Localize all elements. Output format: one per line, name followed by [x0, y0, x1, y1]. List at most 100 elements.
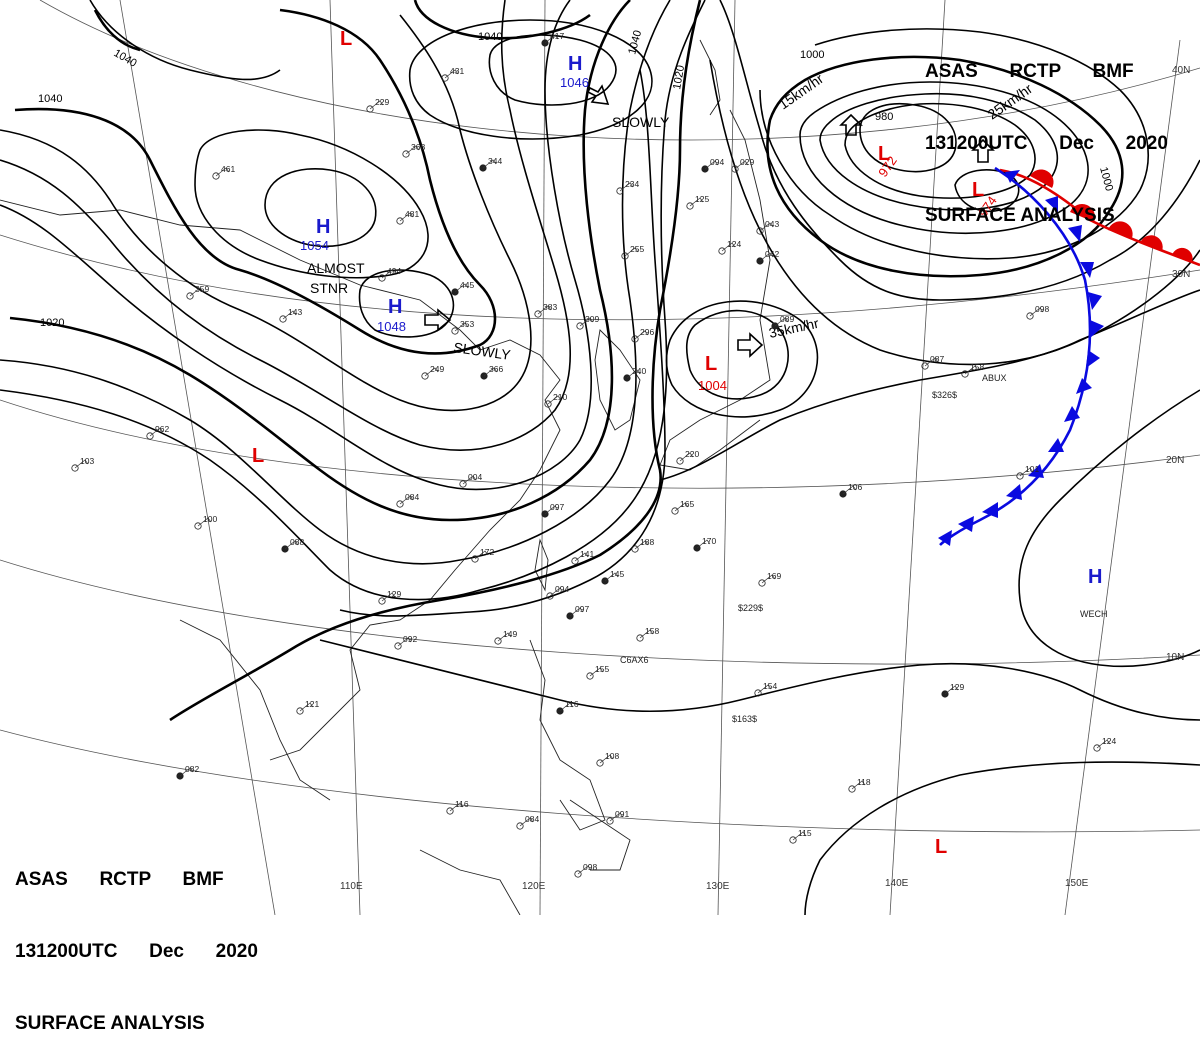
- station-wind-barb: [474, 550, 489, 560]
- station-wind-barb: [1019, 467, 1034, 477]
- station-marker: [848, 785, 856, 793]
- coast-taiwan: [534, 538, 549, 592]
- station-pressure: 249: [430, 364, 444, 374]
- station-pressure: 353: [460, 319, 474, 329]
- warm-front-lobe: [1172, 247, 1193, 262]
- lat-label: 20N: [1166, 455, 1184, 466]
- meridian-130e: [717, 0, 736, 915]
- footer-line-1: ASAS RCTP BMF: [15, 869, 224, 890]
- station-pressure: 088: [290, 537, 304, 547]
- station-wind-barb: [399, 495, 414, 505]
- station-pressure: 101: [1025, 464, 1039, 474]
- station-pressure: 116: [565, 699, 579, 709]
- weather-map: 110E 120E 130E 140E 150E 40N 30N 20N 10N…: [0, 0, 1200, 915]
- ship-id: WECH: [1080, 609, 1108, 619]
- cold-front-barb: [958, 516, 974, 532]
- station-marker: [402, 150, 410, 158]
- station-wind-barb: [454, 283, 469, 293]
- station-pressure: 094: [555, 584, 569, 594]
- isobar-japan-1: [339, 69, 666, 617]
- station-wind-barb: [604, 572, 619, 582]
- station-pressure: 084: [405, 492, 419, 502]
- warm-front: [999, 168, 1200, 267]
- low-center-symbol: L: [935, 836, 947, 858]
- station-wind-barb: [964, 365, 979, 375]
- station-marker: [421, 372, 429, 380]
- station-wind-barb: [569, 607, 584, 617]
- station-pressure: 431: [450, 66, 464, 76]
- ship-id: $326$: [932, 390, 957, 400]
- station-wind-barb: [559, 702, 574, 712]
- station-marker: [921, 362, 929, 370]
- station-marker: [212, 172, 220, 180]
- station-wind-barb: [609, 812, 624, 822]
- warm-front-lobe: [1030, 169, 1054, 188]
- ship-ids: ABUX C6AX6 WECH $326$ $229$ $163$: [620, 373, 1108, 724]
- station-marker: [631, 545, 639, 553]
- station-pressure: 296: [640, 327, 654, 337]
- station-marker: [366, 105, 374, 113]
- station-pressure: 154: [763, 681, 777, 691]
- station-pressure: 229: [375, 97, 389, 107]
- station-marker: [71, 464, 79, 472]
- high-center-symbol: H: [316, 216, 330, 238]
- cold-front-barb: [1048, 438, 1064, 452]
- station-wind-barb: [299, 702, 314, 712]
- isobar-980-2: [819, 92, 1059, 211]
- station-wind-barb: [679, 452, 694, 462]
- header-line-2: 131200UTC Dec 2020: [925, 133, 1168, 154]
- cold-front-barb: [1064, 406, 1080, 422]
- lat-label: 10N: [1166, 652, 1184, 663]
- station-pressure: 092: [403, 634, 417, 644]
- isobar-980-1: [799, 81, 1089, 234]
- station-wind-barb: [851, 780, 866, 790]
- station-pressure: 210: [553, 392, 567, 402]
- station-wind-barb: [369, 100, 384, 110]
- warm-front-lobe: [1070, 204, 1095, 222]
- station-marker: [758, 579, 766, 587]
- station-pressure: 098: [1035, 304, 1049, 314]
- lon-label: 130E: [706, 881, 730, 892]
- station-pressure: 255: [630, 244, 644, 254]
- coast-mindanao: [569, 799, 631, 871]
- footer-line-3: SURFACE ANALYSIS: [15, 1013, 205, 1034]
- isobar-980-4: [859, 103, 957, 173]
- cold-front-barb: [1086, 350, 1100, 368]
- station-marker: [621, 252, 629, 260]
- station-pressure: 125: [695, 194, 709, 204]
- station-wind-barb: [626, 369, 641, 379]
- station-wind-barb: [619, 182, 634, 192]
- isobar-east-2: [709, 59, 1200, 366]
- station-pressure: 084: [525, 814, 539, 824]
- low-center-symbol: L: [252, 445, 264, 467]
- station-marker: [754, 689, 762, 697]
- isobar-west-2: [0, 0, 571, 451]
- station-wind-barb: [397, 637, 412, 647]
- station-wind-barb: [761, 574, 776, 584]
- header-block: ASAS RCTP BMF 131200UTC Dec 2020 SURFACE…: [925, 12, 1168, 252]
- isobar-1040-top-inner: [413, 0, 591, 40]
- station-pressure: 240: [632, 366, 646, 376]
- station-wind-barb: [842, 485, 857, 495]
- station-wind-barb: [449, 802, 464, 812]
- station-wind-barb: [547, 395, 562, 405]
- station-wind-barb: [589, 667, 604, 677]
- station-marker: [789, 836, 797, 844]
- station-pressure: 344: [488, 156, 502, 166]
- isobar-west-edge: [89, 0, 281, 81]
- low-center-value: 1004: [698, 378, 727, 393]
- station-wind-barb: [462, 475, 477, 485]
- annotation-stnr: STNR: [310, 280, 348, 296]
- station-pressure: 087: [930, 354, 944, 364]
- station-pressure: 309: [585, 314, 599, 324]
- station-pressure: 004: [468, 472, 482, 482]
- station-wind-barb: [757, 684, 772, 694]
- station-pressure: 172: [480, 547, 494, 557]
- station-pressure: 129: [387, 589, 401, 599]
- station-marker: [146, 432, 154, 440]
- station-pressure: 145: [610, 569, 624, 579]
- station-marker: [616, 187, 624, 195]
- high-center-value: 1054: [300, 238, 329, 253]
- lon-label: 140E: [885, 878, 909, 889]
- isobar-980-3: [844, 102, 1036, 199]
